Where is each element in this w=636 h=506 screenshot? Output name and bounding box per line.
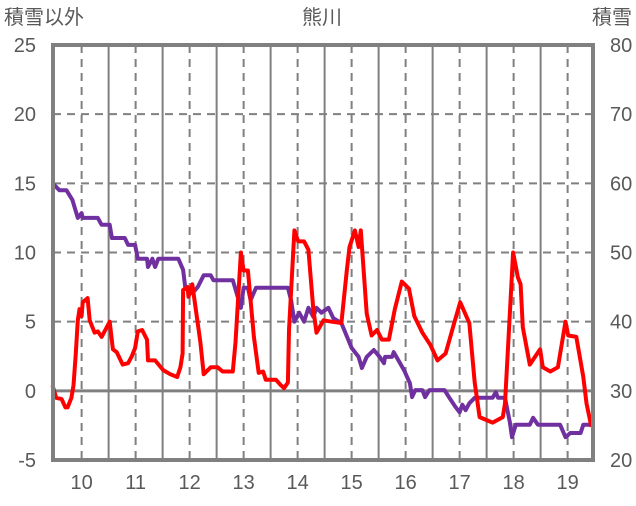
chart-title: 熊川	[302, 6, 342, 29]
x-tick-label: 18	[502, 472, 524, 494]
right-tick-label: 80	[610, 35, 632, 57]
x-tick-label: 15	[340, 472, 362, 494]
right-tick-label: 20	[610, 450, 632, 472]
grid-lines	[53, 45, 593, 460]
x-tick-labels: 10 11 12 13 14 15 16 17 18 19	[70, 472, 578, 494]
series-lines	[50, 181, 594, 440]
left-tick-label: -5	[18, 450, 36, 472]
left-axis-label: 積雪以外	[4, 6, 84, 29]
right-tick-label: 70	[610, 104, 632, 126]
x-tick-label: 13	[232, 472, 254, 494]
right-tick-label: 50	[610, 243, 632, 265]
x-tick-label: 11	[125, 472, 146, 494]
left-tick-labels: 25 20 15 10 5 0 -5	[14, 35, 36, 472]
left-tick-label: 25	[14, 35, 36, 57]
right-tick-label: 40	[610, 312, 632, 334]
x-tick-label: 19	[556, 472, 578, 494]
right-tick-labels: 80 70 60 50 40 30 20	[610, 35, 632, 472]
left-tick-label: 5	[25, 312, 36, 334]
right-tick-label: 30	[610, 381, 632, 403]
left-tick-label: 10	[14, 243, 36, 265]
series-line-non-snow	[50, 228, 594, 428]
right-tick-label: 60	[610, 173, 632, 195]
series-line-snow	[51, 181, 592, 440]
x-tick-label: 14	[286, 472, 308, 494]
x-tick-label: 10	[70, 472, 92, 494]
right-axis-label: 積雪	[592, 6, 632, 29]
x-tick-label: 12	[178, 472, 200, 494]
left-tick-label: 15	[14, 173, 36, 195]
plot-frame	[51, 43, 595, 462]
x-tick-label: 16	[394, 472, 416, 494]
left-tick-label: 20	[14, 104, 36, 126]
x-tick-label: 17	[448, 472, 470, 494]
left-tick-label: 0	[25, 381, 36, 403]
